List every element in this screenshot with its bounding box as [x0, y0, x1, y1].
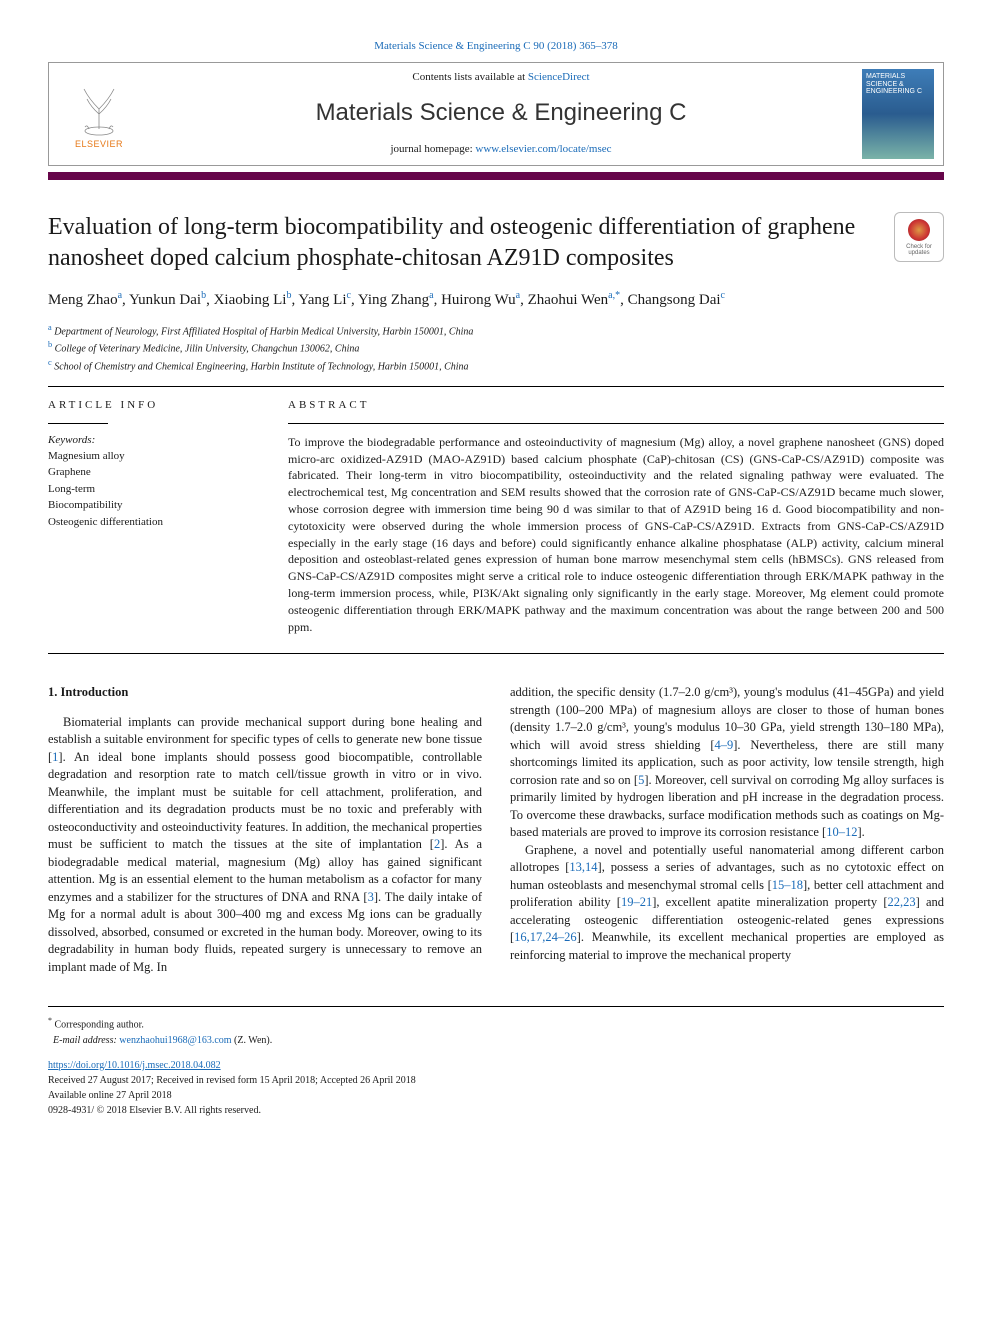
corresponding-author: * Corresponding author.	[48, 1015, 944, 1032]
cover-thumbnail: MATERIALS SCIENCE & ENGINEERING C	[862, 69, 934, 159]
abstract-column: ABSTRACT To improve the biodegradable pe…	[288, 399, 944, 636]
check-updates-badge[interactable]: Check for updates	[894, 212, 944, 262]
contents-prefix: Contents lists available at	[412, 71, 527, 83]
section-heading: 1. Introduction	[48, 684, 482, 702]
copyright-line: 0928-4931/ © 2018 Elsevier B.V. All righ…	[48, 1103, 944, 1118]
available-line: Available online 27 April 2018	[48, 1088, 944, 1103]
homepage-prefix: journal homepage:	[390, 143, 475, 155]
article-info-head: ARTICLE INFO	[48, 399, 258, 411]
journal-cover: MATERIALS SCIENCE & ENGINEERING C	[853, 63, 943, 165]
publisher-logo: ELSEVIER	[49, 63, 149, 165]
abstract-text: To improve the biodegradable performance…	[288, 434, 944, 636]
body-paragraph: Biomaterial implants can provide mechani…	[48, 714, 482, 977]
running-head: Materials Science & Engineering C 90 (20…	[48, 40, 944, 52]
divider	[48, 386, 944, 387]
article-info-column: ARTICLE INFO Keywords: Magnesium alloyGr…	[48, 399, 258, 636]
contents-line: Contents lists available at ScienceDirec…	[149, 71, 853, 83]
divider	[48, 653, 944, 654]
keywords-label: Keywords:	[48, 434, 258, 446]
received-line: Received 27 August 2017; Received in rev…	[48, 1073, 944, 1088]
body-paragraph: Graphene, a novel and potentially useful…	[510, 842, 944, 965]
article-title: Evaluation of long-term biocompatibility…	[48, 212, 876, 274]
publisher-name: ELSEVIER	[75, 139, 123, 149]
body-columns: 1. Introduction Biomaterial implants can…	[48, 684, 944, 976]
email-link[interactable]: wenzhaohui1968@163.com	[119, 1035, 231, 1046]
homepage-line: journal homepage: www.elsevier.com/locat…	[149, 143, 853, 155]
email-suffix: (Z. Wen).	[234, 1035, 272, 1046]
homepage-link[interactable]: www.elsevier.com/locate/msec	[475, 143, 611, 155]
footer: * Corresponding author. E-mail address: …	[48, 1006, 944, 1117]
cover-title-text: MATERIALS SCIENCE & ENGINEERING C	[866, 73, 930, 96]
check-updates-label: Check for updates	[895, 244, 943, 256]
authors: Meng Zhaoa, Yunkun Daib, Xiaobing Lib, Y…	[48, 288, 944, 312]
doi-link[interactable]: https://doi.org/10.1016/j.msec.2018.04.0…	[48, 1058, 944, 1073]
sciencedirect-link[interactable]: ScienceDirect	[528, 71, 590, 83]
brand-bar	[48, 172, 944, 180]
journal-header: ELSEVIER Contents lists available at Sci…	[48, 62, 944, 166]
email-label: E-mail address:	[53, 1035, 117, 1046]
divider	[288, 423, 944, 424]
keywords-list: Magnesium alloyGrapheneLong-termBiocompa…	[48, 448, 258, 531]
divider	[48, 423, 108, 424]
crossmark-icon	[908, 219, 930, 241]
elsevier-tree-icon	[69, 79, 129, 137]
affiliations: a Department of Neurology, First Affilia…	[48, 322, 944, 374]
journal-name: Materials Science & Engineering C	[149, 99, 853, 127]
corresponding-label: Corresponding author.	[55, 1020, 144, 1031]
email-line: E-mail address: wenzhaohui1968@163.com (…	[48, 1033, 944, 1048]
body-paragraph: addition, the specific density (1.7–2.0 …	[510, 684, 944, 842]
abstract-head: ABSTRACT	[288, 399, 944, 411]
